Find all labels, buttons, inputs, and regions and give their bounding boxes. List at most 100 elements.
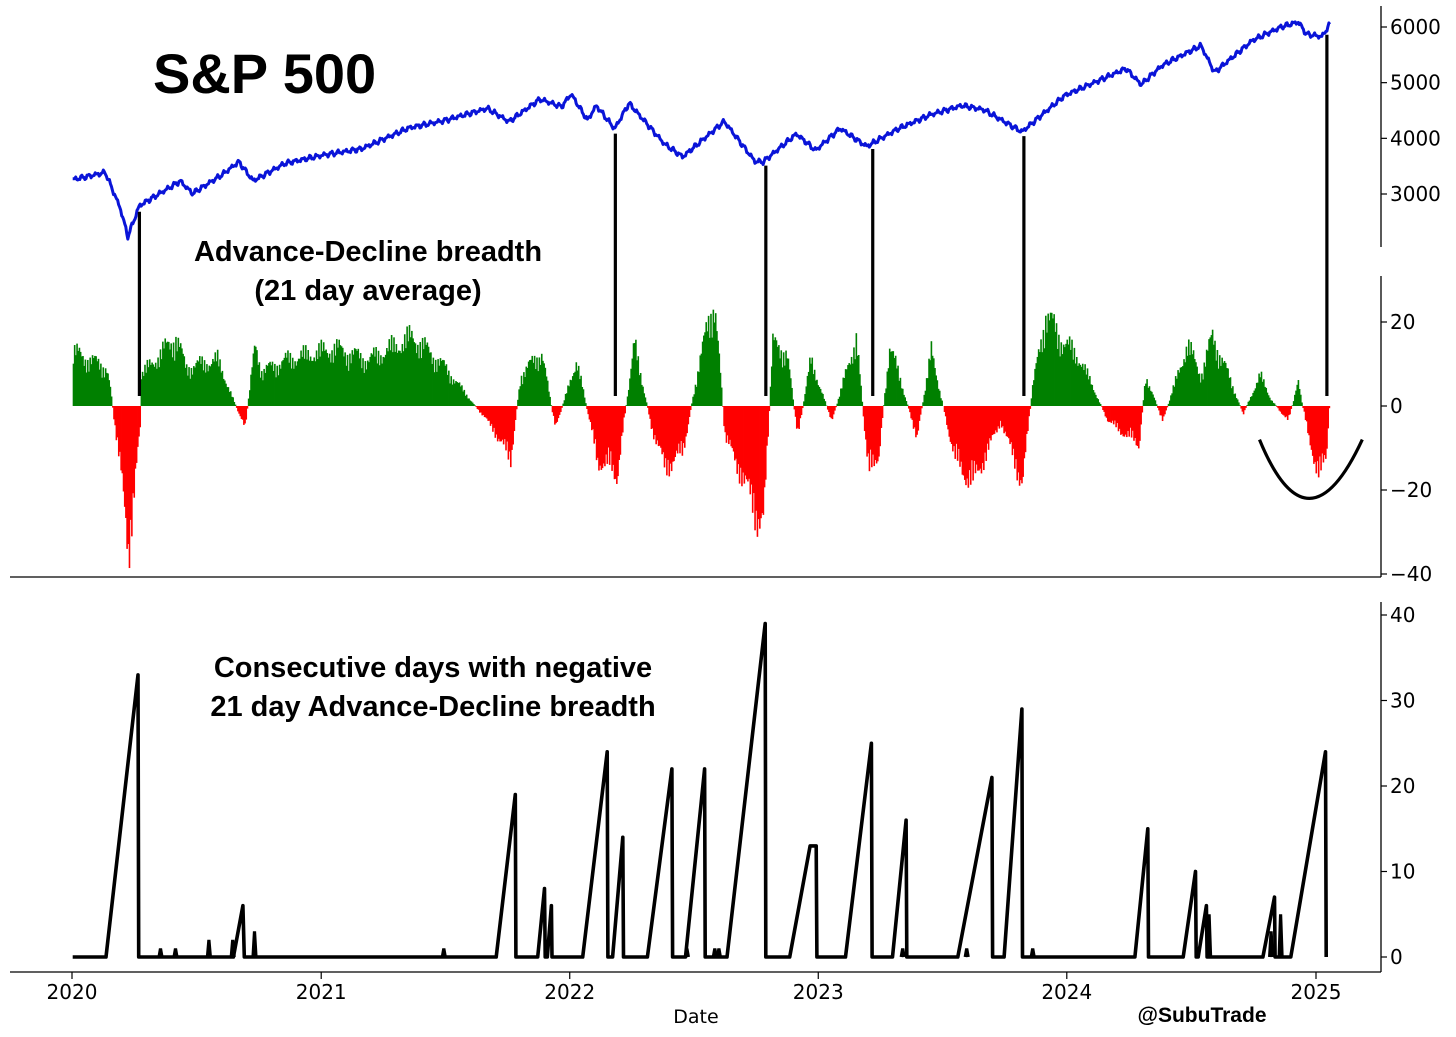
ad-bar: [869, 406, 872, 450]
ad-bar: [307, 350, 310, 406]
ad-bar: [630, 368, 632, 406]
ad-bar: [222, 378, 225, 406]
ad-bar: [847, 365, 849, 406]
ad-bar: [450, 376, 453, 406]
ad-bar: [459, 386, 462, 406]
ad-bar: [678, 406, 680, 444]
ad-bar: [241, 406, 244, 420]
ad-bar: [380, 355, 382, 406]
ad-bar: [312, 360, 314, 406]
ad-bar: [1104, 406, 1107, 417]
ad-bar: [736, 406, 738, 474]
ad-bar: [969, 406, 972, 485]
ad-bar: [1186, 355, 1189, 406]
ad-bar: [220, 372, 223, 406]
ad-bar: [1127, 406, 1129, 432]
ad-bar: [1167, 403, 1170, 406]
ad-bar: [749, 406, 752, 495]
ad-bar: [769, 386, 772, 406]
ad-bar: [164, 338, 167, 406]
ad-bar: [156, 368, 158, 406]
ad-bar: [481, 406, 483, 416]
ad-bar: [513, 406, 516, 432]
ad-bar: [189, 378, 192, 406]
ad-bar: [687, 406, 690, 425]
sp500-y-tick-label: 5000: [1390, 71, 1441, 95]
ad-bar: [1207, 350, 1209, 406]
ad-bar: [574, 371, 576, 406]
ad-bar: [457, 382, 460, 406]
ad-bar: [947, 406, 949, 430]
ad-bar: [1232, 386, 1234, 406]
ad-bar: [426, 342, 429, 406]
ad-bar: [1004, 406, 1007, 432]
ad-bar: [328, 353, 331, 406]
ad-bar: [873, 406, 876, 467]
streak-small-spike: [1029, 948, 1036, 958]
ad-bar: [1090, 384, 1092, 406]
ad-bar: [271, 361, 274, 406]
ad-bar: [330, 362, 332, 406]
ad-bar: [698, 372, 700, 406]
ad-bar: [838, 396, 841, 406]
ad-bar: [756, 406, 759, 537]
streak-small-spike: [440, 948, 447, 958]
ad-bar: [1114, 406, 1116, 421]
ad-bar: [237, 406, 239, 412]
ad-bar: [675, 406, 678, 451]
ad-bar: [608, 406, 611, 465]
sp500-y-tick-label: 6000: [1390, 15, 1441, 39]
ad-bar: [1018, 406, 1021, 486]
ad-bar: [925, 378, 928, 406]
ad-bar: [753, 406, 755, 494]
ad-bar: [1006, 406, 1009, 437]
ad-bar: [606, 406, 609, 464]
ad-bar: [401, 343, 404, 406]
ad-bar: [579, 379, 581, 406]
ad-bar: [1065, 343, 1067, 406]
ad-bar: [498, 406, 500, 439]
ad-bar: [662, 406, 665, 453]
ad-bar: [1028, 406, 1030, 417]
streak-small-spike: [711, 948, 718, 958]
ad-bar: [850, 356, 853, 406]
ad-bar: [235, 406, 238, 408]
ad-bar: [1273, 403, 1276, 406]
ad-bar: [617, 406, 619, 477]
ad-bar: [894, 355, 897, 406]
ad-bar: [461, 385, 463, 406]
ad-bar: [1296, 384, 1299, 406]
ad-bar: [1039, 352, 1041, 406]
ad-bar: [909, 406, 911, 413]
ad-bar: [1022, 406, 1024, 477]
ad-bar: [1101, 406, 1103, 407]
ad-bar: [521, 384, 524, 406]
ad-bar: [1165, 406, 1167, 411]
ad-bar: [757, 406, 760, 520]
ad-bar: [1105, 406, 1108, 418]
ad-bar: [411, 330, 413, 406]
ad-bar: [1308, 406, 1310, 436]
ad-bar: [126, 406, 128, 549]
ad-bar: [1023, 406, 1026, 459]
ad-bar: [117, 406, 120, 457]
ad-bar: [253, 345, 256, 406]
ad-bar: [440, 360, 443, 406]
ad-bar: [1095, 394, 1097, 406]
ad-bar: [724, 406, 727, 433]
ad-bar: [345, 365, 348, 406]
ad-bar: [476, 406, 479, 410]
ad-bar: [599, 406, 601, 466]
ad-bar: [1197, 373, 1200, 406]
ad-bar: [739, 406, 742, 468]
ad-bar: [729, 406, 731, 440]
ad-bar: [397, 350, 400, 406]
ad-bar: [232, 397, 234, 406]
ad-bar: [375, 347, 377, 406]
ad-bar: [878, 406, 880, 457]
ad-bar: [120, 406, 122, 471]
ad-bar: [668, 406, 671, 477]
ad-bar: [97, 358, 100, 406]
ad-bar: [173, 360, 176, 406]
ad-bar: [1195, 362, 1197, 406]
